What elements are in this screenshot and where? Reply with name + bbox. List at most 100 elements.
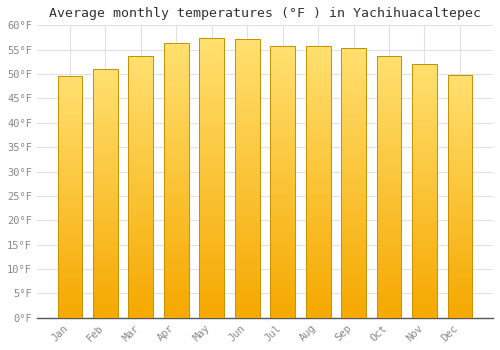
Bar	[58, 199, 82, 202]
Bar	[93, 116, 118, 119]
Bar	[412, 313, 437, 315]
Bar	[200, 158, 224, 161]
Bar	[235, 298, 260, 301]
Bar	[376, 276, 402, 279]
Bar	[235, 209, 260, 212]
Bar	[270, 68, 295, 70]
Bar	[448, 221, 472, 223]
Bar	[306, 86, 330, 89]
Bar	[93, 191, 118, 193]
Bar	[376, 315, 402, 318]
Bar	[235, 273, 260, 276]
Bar	[448, 310, 472, 313]
Bar	[306, 117, 330, 119]
Bar	[235, 304, 260, 307]
Bar	[448, 131, 472, 133]
Bar	[128, 124, 154, 126]
Bar	[128, 184, 154, 187]
Bar	[448, 187, 472, 189]
Bar	[341, 153, 366, 156]
Bar	[412, 305, 437, 308]
Bar	[306, 130, 330, 133]
Bar	[306, 239, 330, 242]
Bar	[235, 279, 260, 282]
Bar	[128, 108, 154, 111]
Bar	[412, 140, 437, 142]
Bar	[235, 295, 260, 298]
Bar	[128, 155, 154, 158]
Bar	[306, 97, 330, 100]
Bar	[270, 277, 295, 280]
Bar	[412, 272, 437, 275]
Bar	[200, 133, 224, 136]
Bar	[58, 229, 82, 231]
Bar	[341, 113, 366, 115]
Bar	[128, 263, 154, 265]
Bar	[412, 201, 437, 204]
Bar	[448, 276, 472, 279]
Bar	[376, 113, 402, 116]
Bar	[58, 214, 82, 217]
Bar	[200, 304, 224, 307]
Bar	[341, 164, 366, 167]
Bar	[200, 127, 224, 130]
Bar	[270, 253, 295, 255]
Bar	[270, 73, 295, 76]
Bar	[93, 221, 118, 223]
Bar	[448, 247, 472, 250]
Bar	[270, 65, 295, 68]
Bar	[164, 139, 188, 142]
Bar	[164, 238, 188, 241]
Bar	[164, 263, 188, 266]
Bar	[270, 119, 295, 122]
Bar	[270, 220, 295, 223]
Bar	[235, 150, 260, 153]
Bar	[412, 166, 437, 168]
Bar	[235, 248, 260, 251]
Bar	[200, 183, 224, 186]
Bar	[270, 125, 295, 127]
Bar	[93, 280, 118, 283]
Bar	[235, 290, 260, 293]
Bar	[306, 49, 330, 51]
Bar	[341, 167, 366, 169]
Bar	[200, 295, 224, 298]
Bar	[376, 231, 402, 234]
Bar	[376, 221, 402, 223]
Bar	[412, 303, 437, 305]
Bar	[341, 145, 366, 148]
Bar	[270, 122, 295, 125]
Bar	[341, 210, 366, 212]
Bar	[341, 299, 366, 302]
Bar	[306, 255, 330, 258]
Bar	[270, 269, 295, 272]
Bar	[164, 244, 188, 246]
Bar	[58, 250, 82, 253]
Bar	[341, 253, 366, 256]
Bar	[164, 128, 188, 131]
Bar	[306, 209, 330, 212]
Bar	[376, 92, 402, 95]
Bar	[200, 125, 224, 127]
Bar	[448, 114, 472, 116]
Bar	[200, 312, 224, 315]
Bar	[164, 186, 188, 189]
Bar	[448, 128, 472, 131]
Bar	[235, 220, 260, 223]
Bar	[164, 249, 188, 252]
Bar	[200, 155, 224, 158]
Bar	[341, 215, 366, 218]
Bar	[164, 43, 188, 46]
Bar	[270, 201, 295, 204]
Bar	[58, 130, 82, 132]
Bar	[58, 159, 82, 161]
Bar	[128, 56, 154, 318]
Bar	[448, 87, 472, 90]
Bar	[341, 188, 366, 191]
Bar	[341, 196, 366, 199]
Bar	[376, 234, 402, 237]
Bar	[58, 134, 82, 137]
Bar	[58, 217, 82, 219]
Bar	[128, 129, 154, 132]
Bar	[58, 173, 82, 175]
